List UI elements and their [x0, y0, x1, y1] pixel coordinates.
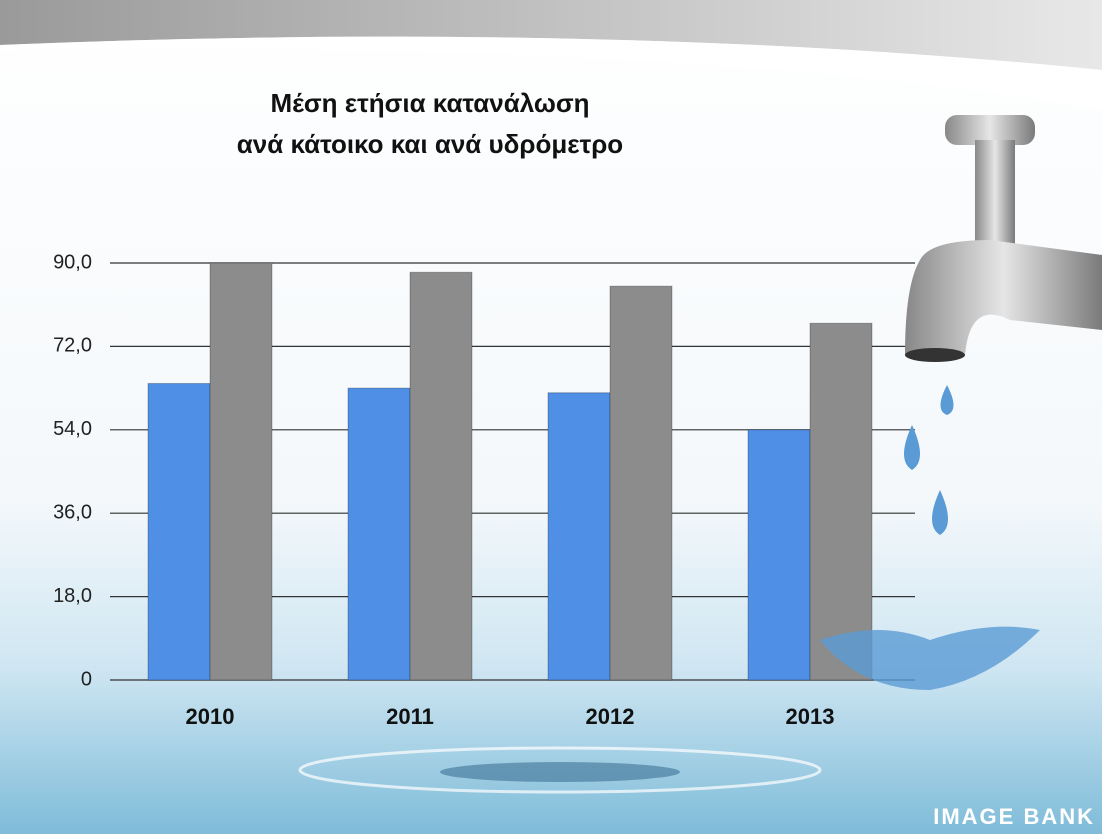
- drops: [820, 385, 1040, 690]
- bar: [409, 271, 473, 681]
- y-tick-label: 90,0: [53, 251, 92, 273]
- y-tick-label: 18,0: [53, 585, 92, 607]
- y-tick-label: 54,0: [53, 418, 92, 440]
- y-tick-label: 0: [81, 668, 92, 690]
- faucet: [905, 115, 1102, 362]
- chart-title: ανά κάτοικο και ανά υδρόμετρο: [237, 129, 623, 159]
- y-tick-label: 72,0: [53, 335, 92, 357]
- x-tick-label: 2010: [186, 704, 235, 729]
- bar: [547, 392, 611, 681]
- bar: [747, 429, 811, 681]
- bar: [147, 382, 211, 681]
- y-tick-label: 36,0: [53, 501, 92, 523]
- swoosh-highlight: [0, 36, 1102, 110]
- watermark: IMAGE BANK: [933, 804, 1095, 829]
- chart-title: Μέση ετήσια κατανάλωση: [270, 88, 589, 118]
- x-tick-label: 2013: [786, 704, 835, 729]
- x-tick-label: 2012: [586, 704, 635, 729]
- bar: [209, 262, 273, 681]
- ripple: [298, 746, 822, 794]
- ripple: [440, 762, 680, 782]
- x-tick-label: 2011: [386, 704, 434, 729]
- bar: [347, 387, 411, 681]
- bar: [609, 285, 673, 681]
- top-swoosh: [0, 0, 1102, 70]
- bar: [809, 322, 873, 681]
